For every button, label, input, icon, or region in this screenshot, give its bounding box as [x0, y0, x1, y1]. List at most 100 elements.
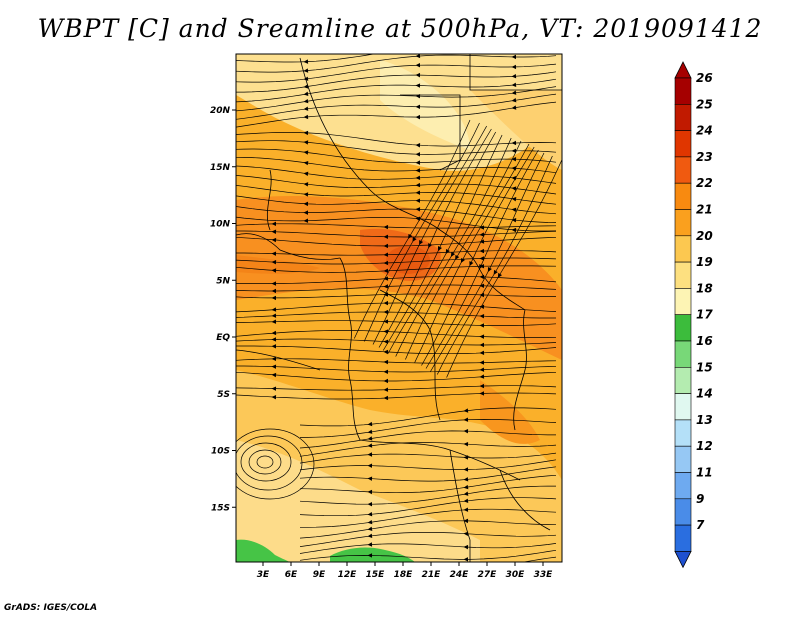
streamline — [236, 148, 557, 164]
streamline-arrow — [511, 157, 517, 162]
streamline-arrow — [383, 387, 389, 392]
streamline — [378, 128, 492, 348]
streamline-arrow — [479, 360, 485, 365]
colorbar-swatch — [674, 524, 692, 552]
colorbar-swatch — [674, 182, 692, 210]
streamline — [236, 392, 557, 400]
streamline-arrow — [271, 259, 277, 265]
wbpt-shading-green-sw — [236, 539, 290, 562]
colorbar-swatch — [674, 498, 692, 526]
colorbar-swatch — [674, 445, 692, 473]
streamline — [382, 131, 497, 351]
streamline-arrow — [479, 304, 485, 309]
streamline-arrow — [367, 542, 373, 547]
streamline-arrow — [271, 229, 277, 234]
colorbar-bottom-arrow — [674, 551, 692, 569]
streamline-arrow — [415, 104, 421, 110]
colorbar-label: 17 — [696, 308, 713, 322]
streamline-arrow — [367, 476, 373, 481]
colorbar-label: 9 — [696, 492, 704, 506]
streamline-arrow — [271, 356, 277, 362]
colorbar-swatch — [674, 340, 692, 368]
wbpt-shading-north-light — [380, 60, 470, 150]
streamline-arrow — [511, 176, 517, 181]
colorbar-label: 12 — [696, 439, 713, 453]
wbpt-shading-south-light — [236, 440, 480, 562]
streamline-arrow — [415, 143, 421, 148]
streamline-arrow — [303, 160, 309, 166]
streamline-arrow — [271, 288, 277, 294]
streamline — [236, 132, 557, 147]
streamline — [405, 140, 522, 360]
streamline-arrow — [383, 260, 389, 266]
streamline-arrow — [303, 201, 309, 207]
streamline-arrow — [271, 237, 277, 243]
streamline — [299, 442, 557, 457]
colorbar-top-arrow — [674, 61, 692, 79]
streamline-arrow — [383, 329, 389, 334]
streamline-arrow — [463, 408, 469, 413]
streamline — [236, 265, 557, 273]
streamline — [353, 119, 471, 339]
streamline-arrow — [415, 152, 421, 157]
streamline — [236, 156, 557, 174]
colorbar-swatch — [674, 393, 692, 421]
streamline-arrow — [383, 243, 389, 249]
streamline-arrow — [415, 160, 421, 165]
streamline-arrow — [415, 175, 421, 180]
streamline — [236, 365, 557, 373]
streamline-arrow — [463, 518, 469, 524]
streamline-arrow — [455, 254, 460, 260]
lat-tick-label: 10S — [211, 447, 230, 457]
streamline — [236, 206, 557, 223]
streamline — [236, 140, 557, 155]
streamline-arrow — [479, 323, 485, 328]
streamline-arrow — [367, 452, 373, 457]
streamline-arrow — [479, 274, 485, 280]
colorbar-swatch — [674, 366, 692, 394]
streamline-arrow — [479, 232, 485, 237]
streamline-arrow — [383, 268, 389, 274]
colorbar-label: 25 — [696, 97, 713, 111]
streamline-arrow — [479, 225, 485, 230]
streamline-arrow — [511, 74, 517, 79]
lon-tick-label: 24E — [450, 570, 470, 580]
streamline-arrow — [416, 45, 421, 49]
streamline-arrow — [511, 197, 517, 202]
streamline-arrow — [383, 349, 389, 355]
streamline-arrow — [479, 292, 485, 298]
streamline — [236, 175, 557, 195]
streamline — [236, 250, 557, 256]
streamline-arrow — [271, 386, 277, 391]
streamline — [436, 155, 553, 375]
streamline — [236, 276, 557, 284]
streamline-arrow — [493, 269, 498, 275]
streamlines — [236, 54, 562, 562]
streamline-arrow — [303, 91, 309, 96]
streamline-arrow — [469, 261, 474, 267]
streamline — [236, 216, 557, 232]
streamline — [414, 143, 530, 363]
streamline-arrow — [415, 190, 421, 195]
streamline — [236, 293, 556, 299]
streamline-arrow — [303, 84, 309, 89]
streamline-arrow — [463, 507, 469, 512]
streamline-arrow — [271, 337, 277, 342]
streamline — [236, 385, 557, 391]
map-frame — [235, 53, 563, 563]
colorbar-swatch — [674, 314, 692, 342]
streamline-arrow — [445, 248, 450, 254]
streamline-arrow — [412, 236, 417, 242]
colorbar-label: 22 — [696, 176, 713, 190]
streamline-arrow — [463, 544, 469, 550]
streamline-arrow — [511, 227, 517, 233]
streamline-arrow — [271, 268, 277, 273]
streamline — [300, 508, 557, 528]
streamline-arrow — [511, 98, 517, 103]
streamline-arrow — [511, 148, 517, 153]
streamline-arrow — [271, 307, 277, 312]
streamline-arrow — [383, 252, 389, 257]
cyclonic-circulation — [236, 428, 315, 500]
streamline-arrow — [479, 374, 485, 379]
